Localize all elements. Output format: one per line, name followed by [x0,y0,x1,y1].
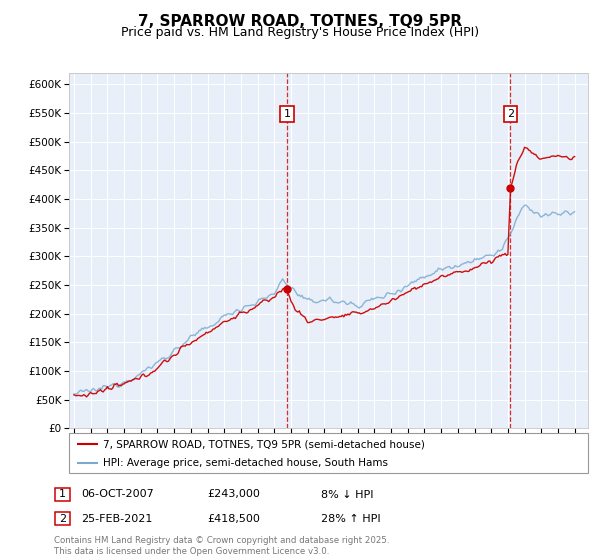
Text: Price paid vs. HM Land Registry's House Price Index (HPI): Price paid vs. HM Land Registry's House … [121,26,479,39]
Text: 28% ↑ HPI: 28% ↑ HPI [321,514,380,524]
Text: £243,000: £243,000 [207,489,260,500]
Text: Contains HM Land Registry data © Crown copyright and database right 2025.
This d: Contains HM Land Registry data © Crown c… [54,536,389,556]
Text: HPI: Average price, semi-detached house, South Hams: HPI: Average price, semi-detached house,… [103,458,388,468]
Text: 2: 2 [507,109,514,119]
Text: 7, SPARROW ROAD, TOTNES, TQ9 5PR: 7, SPARROW ROAD, TOTNES, TQ9 5PR [138,14,462,29]
Text: £418,500: £418,500 [207,514,260,524]
Text: 2: 2 [59,514,66,524]
Text: 8% ↓ HPI: 8% ↓ HPI [321,489,373,500]
Text: 06-OCT-2007: 06-OCT-2007 [81,489,154,500]
Text: 1: 1 [283,109,290,119]
Text: 7, SPARROW ROAD, TOTNES, TQ9 5PR (semi-detached house): 7, SPARROW ROAD, TOTNES, TQ9 5PR (semi-d… [103,439,425,449]
Text: 25-FEB-2021: 25-FEB-2021 [81,514,152,524]
Text: 1: 1 [59,489,66,500]
